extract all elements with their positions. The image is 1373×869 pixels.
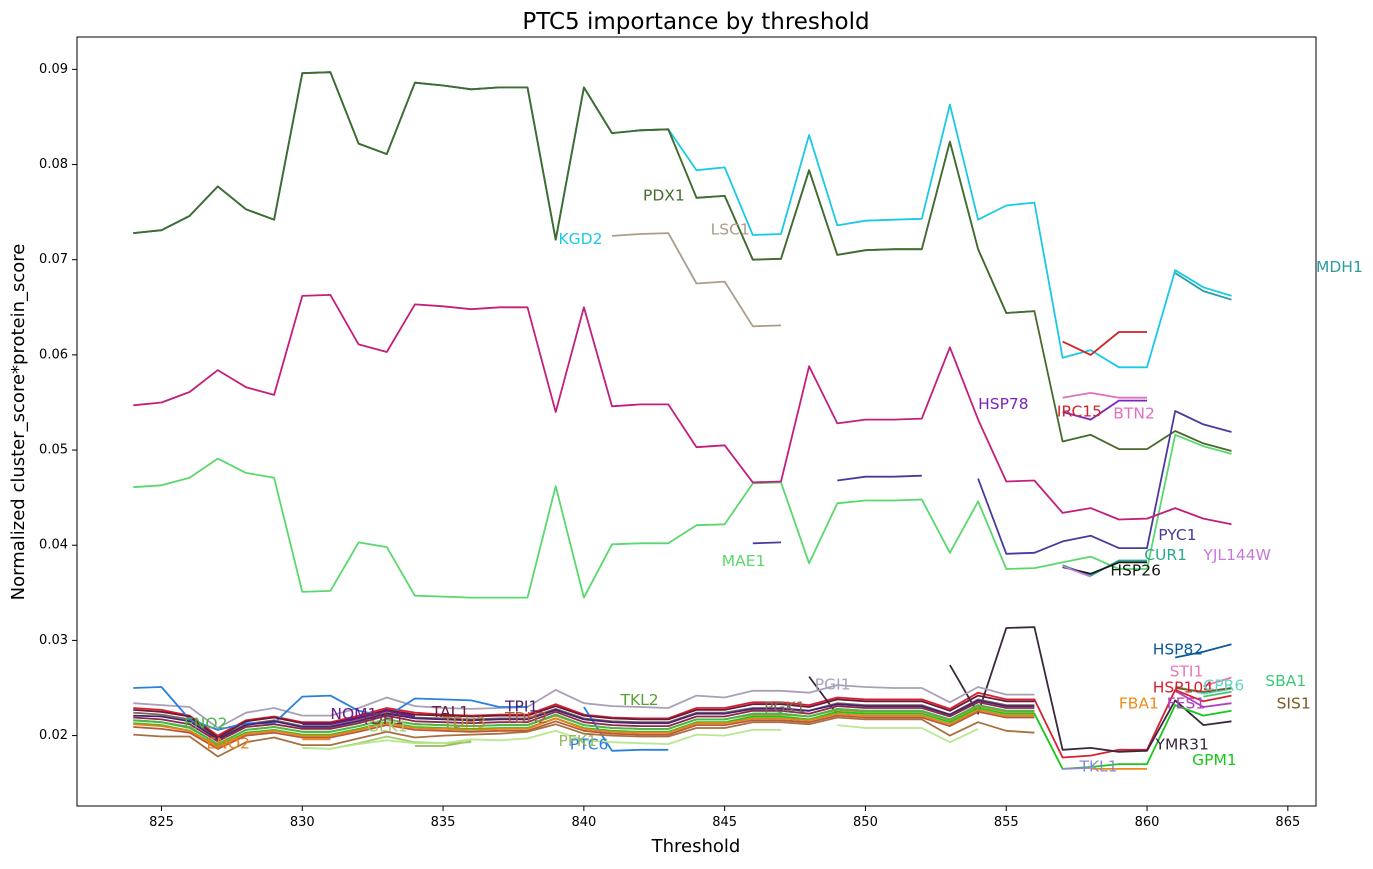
series-line-7-0 <box>752 541 782 545</box>
series-label-3: LSC1 <box>711 221 750 239</box>
series-label-34: GLK1 <box>367 718 408 736</box>
series-label-6: HSP78 <box>978 395 1029 413</box>
x-tick-label-7: 860 <box>1135 815 1160 830</box>
series-line-36-0 <box>133 704 1035 745</box>
series-label-17: CPR6 <box>1203 677 1244 695</box>
series-label-22: GPM1 <box>1192 751 1237 769</box>
series-label-1: MDH1 <box>1316 258 1363 276</box>
series-label-26: TKL2 <box>620 691 659 709</box>
series-label-16: HSP104 <box>1153 679 1213 697</box>
series-line-14-0 <box>1203 676 1232 687</box>
series-line-39-0 <box>302 729 781 750</box>
series-label-2: PDX1 <box>643 186 685 204</box>
series-line-5-0 <box>1062 391 1147 399</box>
series-label-33: TDH3 <box>442 714 486 732</box>
series-label-14: STI1 <box>1170 662 1204 680</box>
series-line-20-0 <box>1175 687 1232 693</box>
series-line-13-0 <box>1175 643 1232 659</box>
series-line-8-0 <box>133 433 1232 599</box>
series-labels: KGD2 MDH1 PDX1 LSC1 IRC15 BTN2 HSP78 PYC1 MAE1 CU… <box>184 186 1363 775</box>
series-line-0-0 <box>133 71 1232 369</box>
series-label-4: IRC15 <box>1057 403 1102 421</box>
series-label-8: MAE1 <box>722 552 766 570</box>
series-label-5: BTN2 <box>1113 404 1155 422</box>
series-label-12: YJL144W <box>1202 546 1271 564</box>
series-line-7-1 <box>837 474 922 482</box>
series-lines <box>133 71 1232 770</box>
y-tick-label-3: 0.05 <box>39 443 68 458</box>
series-label-35: TDH2 <box>504 709 548 727</box>
series-label-13: HSP82 <box>1153 640 1204 658</box>
series-label-19: FES1 <box>1167 695 1205 713</box>
series-line-30-0 <box>133 694 1035 739</box>
series-label-23: TKL1 <box>1079 758 1118 776</box>
series-label-29: TPI1 <box>504 698 538 716</box>
series-line-16-0 <box>133 689 1232 759</box>
series-line-32-0 <box>133 701 1035 743</box>
series-line-1-0 <box>133 71 1035 314</box>
series-label-32: TDH1 <box>360 710 404 728</box>
series-line-12-0 <box>1062 565 1092 578</box>
series-line-37-0 <box>133 709 1035 748</box>
y-tick-label-1: 0.03 <box>39 633 68 648</box>
y-tick-label-2: 0.04 <box>39 538 68 553</box>
x-tick-label-1: 830 <box>290 815 315 830</box>
series-line-4-0 <box>1062 331 1147 356</box>
x-tick-label-5: 850 <box>853 815 878 830</box>
series-label-27: PTC6 <box>570 736 609 754</box>
series-line-9-0 <box>133 293 1232 526</box>
x-tick-label-0: 825 <box>149 815 174 830</box>
series-line-22-0 <box>133 704 1232 770</box>
series-line-1-1 <box>1174 272 1232 301</box>
series-line-35-0 <box>133 710 1035 750</box>
series-label-10: CUR1 <box>1144 546 1187 564</box>
y-tick-label-0: 0.02 <box>39 728 68 743</box>
series-label-21: YMR31 <box>1155 736 1209 754</box>
x-tick-label-4: 845 <box>712 815 737 830</box>
series-line-6-0 <box>1062 399 1147 421</box>
series-label-31: NQM1 <box>330 705 377 723</box>
series-label-20: SIS1 <box>1277 695 1311 713</box>
series-line-23-0 <box>1062 767 1091 770</box>
plot-area: KGD2 MDH1 PDX1 LSC1 IRC15 BTN2 HSP78 PYC1 MAE1 CU… <box>39 36 1363 830</box>
series-label-15: SBA1 <box>1265 672 1306 690</box>
series-line-24-0 <box>133 684 1035 729</box>
x-tick-label-2: 835 <box>431 815 456 830</box>
chart-title: PTC5 importance by threshold <box>522 9 869 35</box>
series-line-3-0 <box>611 232 782 328</box>
y-tick-label-5: 0.07 <box>39 252 68 267</box>
y-tick-label-6: 0.08 <box>39 157 68 172</box>
series-label-24: PGI1 <box>815 676 851 694</box>
x-axis-title: Threshold <box>651 836 741 857</box>
y-tick-label-7: 0.09 <box>39 62 68 77</box>
series-label-25: PGK1 <box>764 699 805 717</box>
series-label-7: PYC1 <box>1158 526 1196 544</box>
x-tick-label-6: 855 <box>994 815 1019 830</box>
series-label-18: FBA1 <box>1119 695 1159 713</box>
series-label-28: PFK1 <box>559 732 597 750</box>
series-line-7-2 <box>977 410 1232 555</box>
y-axis-title: Normalized cluster_score*protein_score <box>8 244 29 601</box>
plot-frame <box>76 36 1317 807</box>
y-tick-label-4: 0.06 <box>39 347 68 362</box>
series-line-19-0 <box>1174 690 1232 708</box>
series-label-37: ENO2 <box>207 735 250 753</box>
series-label-36: ENO2 <box>184 715 227 733</box>
series-line-39-1 <box>837 724 979 744</box>
x-tick-label-3: 840 <box>571 815 596 830</box>
series-label-11: HSP26 <box>1110 561 1161 579</box>
series-line-29-0 <box>133 699 1035 741</box>
series-line-38-0 <box>133 716 1035 758</box>
series-label-0: KGD2 <box>559 230 603 248</box>
series-label-30: TAL1 <box>431 703 469 721</box>
series-line-15-0 <box>1203 690 1232 698</box>
series-line-27-1 <box>583 706 669 752</box>
x-tick-label-8: 865 <box>1275 815 1300 830</box>
series-line-25-0 <box>133 698 1035 740</box>
series-line-31-0 <box>302 709 416 726</box>
axes: 825 830 835 840 845 850 855 860 865 0.02 0.03 0.04 0… <box>39 62 1300 830</box>
series-line-2-0 <box>133 71 1232 452</box>
